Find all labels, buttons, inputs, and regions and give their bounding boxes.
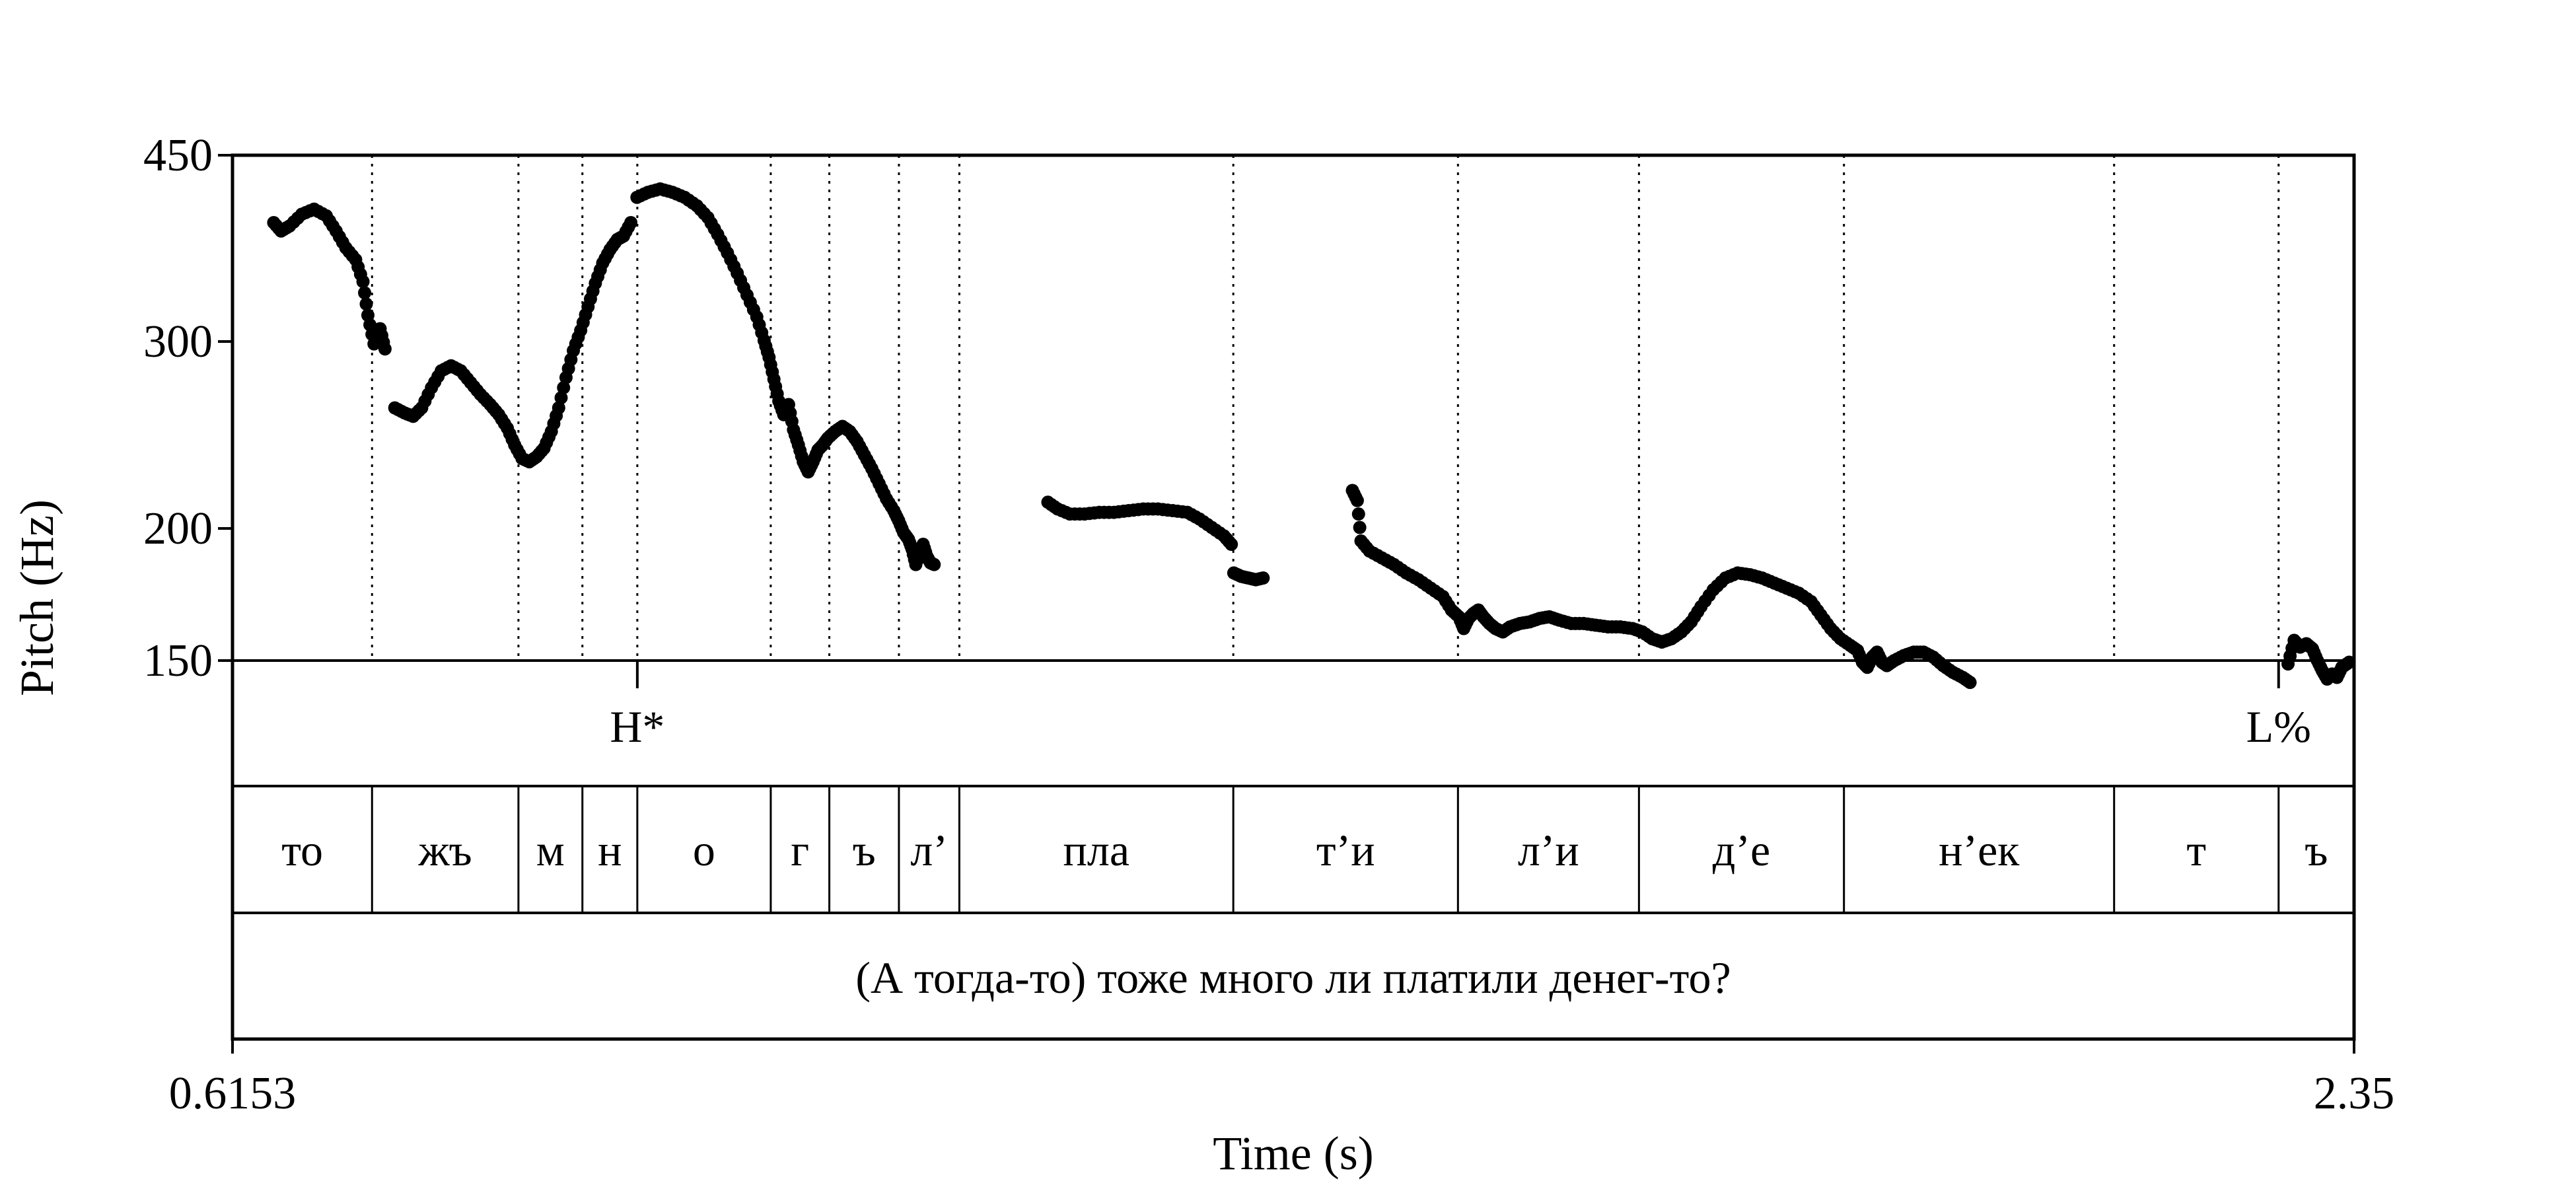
pitch-point [359,297,373,311]
tone-tier: H* L% [610,661,2311,752]
x-tick-label-start: 0.6153 [169,1068,297,1119]
segment-label: н [598,825,622,875]
segment-label: пла [1063,825,1130,875]
pitch-point [378,342,392,356]
segment-label: н’ек [1939,825,2020,875]
x-tick-label-end: 2.35 [2314,1068,2395,1119]
segment-label: жъ [417,825,472,875]
tone-label: L% [2246,702,2311,752]
segment-tier: то жъ м н о г ъ л’ пла т’и л’и д’е н’ек т ъ [281,786,2328,913]
y-tick-label-450: 450 [143,130,213,181]
segment-label: ъ [2305,825,2328,875]
pitch-point [1351,507,1365,521]
segment-label: ъ [853,825,876,875]
pitch-point [927,558,941,571]
pitch-point [1225,538,1238,552]
segment-label: м [536,825,565,875]
y-tick-label-200: 200 [143,503,213,554]
y-axis-title: Pitch (Hz) [11,499,63,696]
pitch-point [557,380,571,394]
segment-label: д’е [1713,825,1770,875]
pitch-point [1353,521,1367,534]
pitch-point [552,401,565,415]
y-tick-label-150: 150 [143,635,213,686]
x-axis-title: Time (s) [1213,1127,1373,1180]
pitch-point [1963,676,1977,690]
pitch-point [554,391,568,405]
pitch-points [267,182,2356,690]
tone-label: H* [610,702,664,752]
segment-label: л’ [910,825,948,875]
segment-label: о [693,825,715,875]
pitch-point [358,286,372,300]
segment-label: л’и [1518,825,1579,875]
pitch-point [356,275,370,289]
pitch-point [1350,493,1364,507]
sentence-text: (А тогда-то) тоже много ли платили денег… [855,953,1731,1003]
boundary-lines [371,155,2280,661]
segment-label: г [791,825,809,875]
plot-frame [231,153,2356,1041]
segment-label: то [281,825,323,875]
segment-label: т’и [1316,825,1375,875]
segment-label: т [2186,825,2206,875]
pitch-point [1256,571,1270,585]
y-tick-label-300: 300 [143,316,213,367]
pitch-point [624,216,638,229]
